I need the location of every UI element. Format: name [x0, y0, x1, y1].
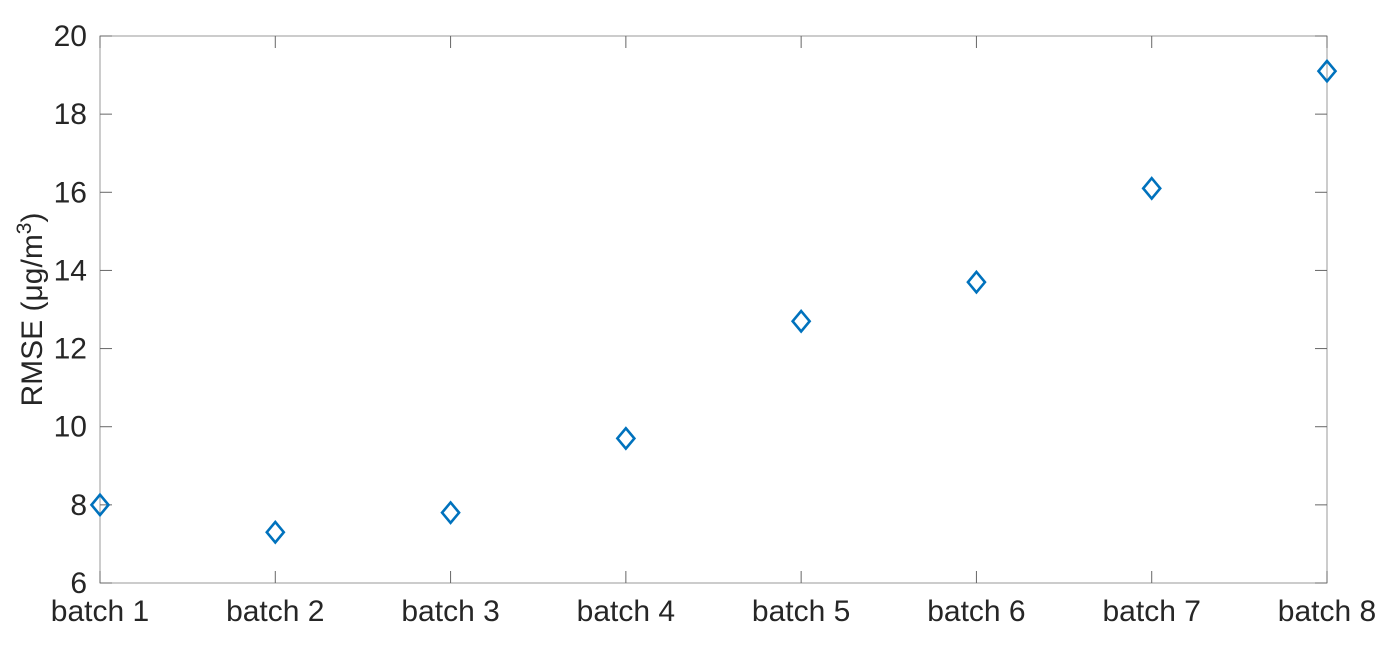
plot-box: [99, 35, 1328, 584]
x-tick-label: batch 5: [752, 595, 850, 628]
y-tick-label: 18: [54, 98, 87, 131]
x-tick-label: batch 7: [1103, 595, 1201, 628]
data-point-marker-batch-8: [1316, 58, 1338, 84]
x-tick-label: batch 4: [577, 595, 675, 628]
y-tick-label: 10: [54, 411, 87, 444]
data-point-marker-batch-3: [440, 500, 461, 525]
data-point-marker-batch-1: [89, 492, 111, 518]
x-tick-label: batch 2: [226, 595, 324, 628]
y-axis-label: RMSE (μg/m3): [13, 213, 49, 407]
y-tick-label: 12: [54, 333, 87, 366]
x-tick-label: batch 1: [51, 595, 149, 628]
y-tick-label: 6: [70, 567, 87, 600]
data-point-marker-batch-2: [265, 519, 286, 545]
y-tick-label: 16: [54, 176, 87, 209]
x-tick-label: batch 6: [927, 595, 1025, 628]
data-point-marker-batch-4: [615, 426, 637, 451]
y-tick-label: 20: [54, 20, 87, 53]
x-tick-label: batch 3: [401, 595, 499, 628]
y-tick-label: 14: [54, 254, 87, 287]
x-tick-label: batch 8: [1278, 595, 1376, 628]
y-tick-label: 8: [70, 489, 87, 522]
data-point-marker-batch-6: [966, 269, 987, 295]
data-point-marker-batch-7: [1141, 176, 1162, 201]
data-point-marker-batch-5: [790, 308, 812, 334]
